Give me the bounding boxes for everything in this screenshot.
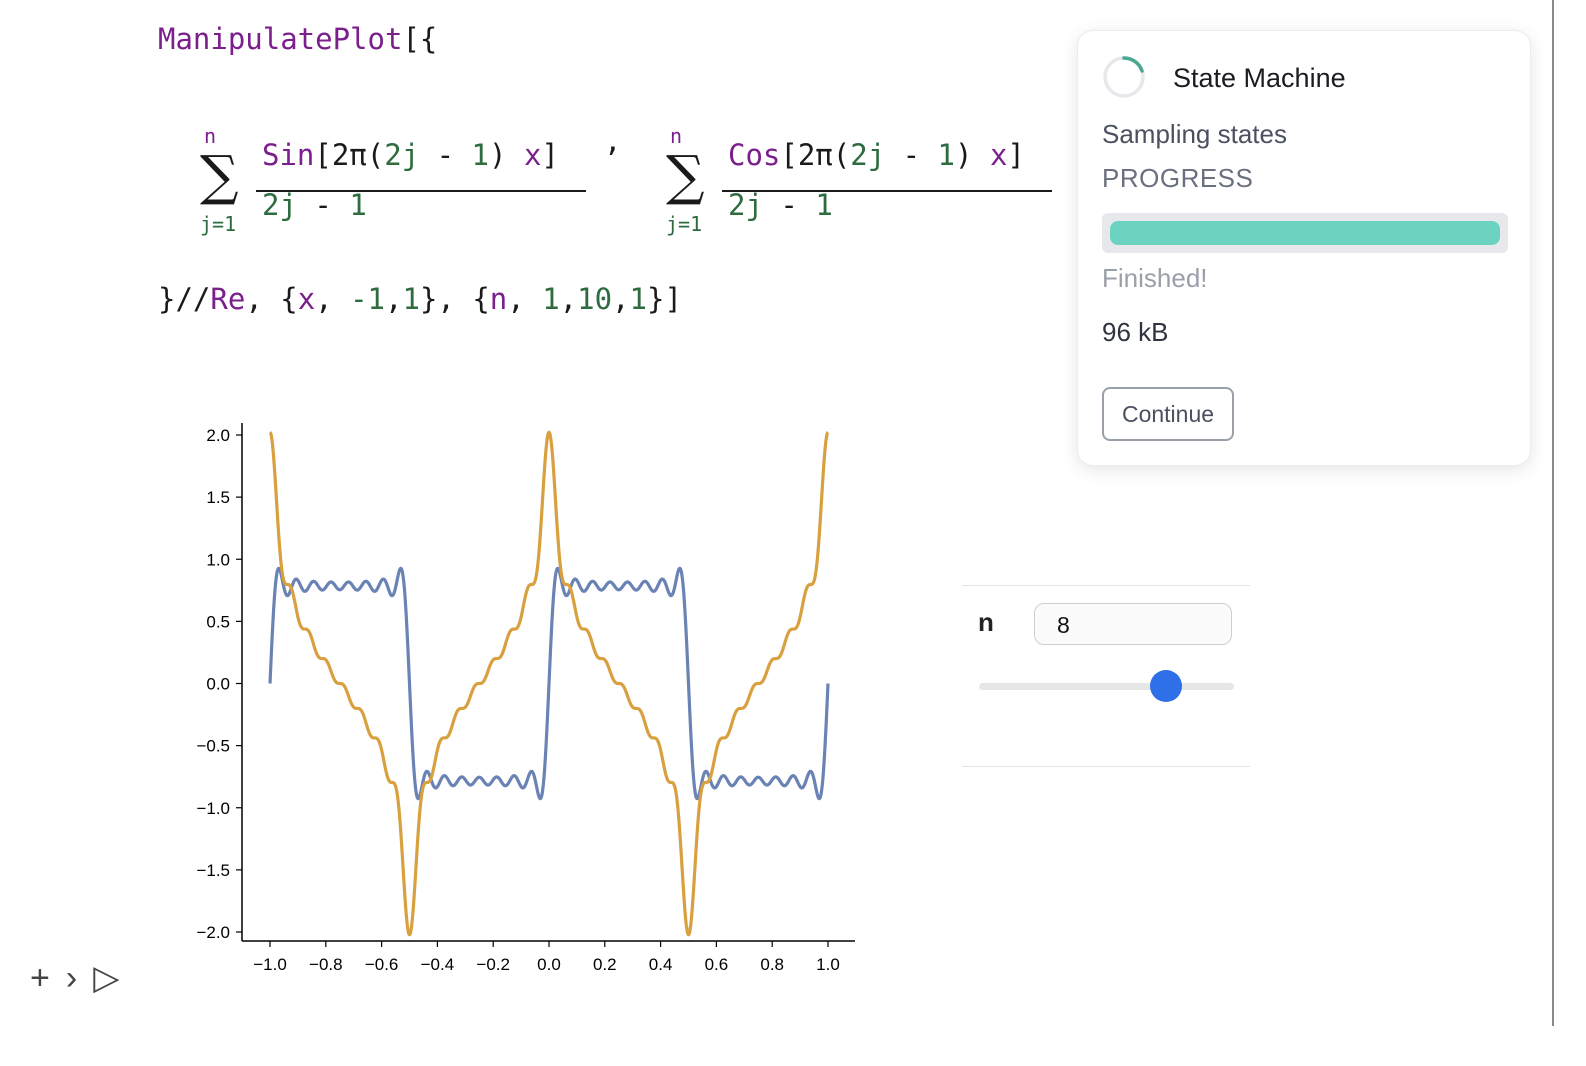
add-cell-icon[interactable]: + bbox=[30, 958, 50, 997]
state-machine-popup: State Machine Sampling states PROGRESS F… bbox=[1077, 30, 1531, 466]
sum-upper-limit: n bbox=[204, 124, 217, 148]
y-tick-label: 0.0 bbox=[206, 675, 230, 694]
fraction-numerator: Sin[2π(2j - 1) x] bbox=[262, 138, 559, 172]
code-line-1[interactable]: ManipulatePlot[{ bbox=[158, 22, 437, 56]
list-separator: , bbox=[604, 124, 622, 158]
popup-subtitle: Sampling states bbox=[1102, 119, 1287, 149]
x-tick-label: 0.8 bbox=[760, 955, 784, 974]
x-tick-label: 0.0 bbox=[537, 955, 561, 974]
data-size: 96 kB bbox=[1102, 317, 1169, 347]
x-tick-label: −0.8 bbox=[309, 955, 343, 974]
sum-upper-limit: n bbox=[670, 124, 683, 148]
x-tick-label: −0.2 bbox=[476, 955, 510, 974]
divider bbox=[962, 585, 1250, 586]
popup-title: State Machine bbox=[1173, 63, 1346, 93]
parameter-input[interactable]: 8 bbox=[1034, 603, 1232, 645]
manipulator-panel: n 8 bbox=[962, 555, 1250, 799]
y-tick-label: 0.5 bbox=[206, 612, 230, 631]
status-label: PROGRESS bbox=[1102, 163, 1254, 193]
run-icon[interactable]: ▷ bbox=[93, 959, 120, 997]
parameter-label: n bbox=[978, 607, 994, 637]
sine-series-line bbox=[268, 566, 830, 801]
x-tick-label: −1.0 bbox=[253, 955, 287, 974]
sigma-icon: ∑ bbox=[666, 144, 705, 207]
y-tick-label: −1.5 bbox=[196, 861, 230, 880]
fraction-denominator: 2j - 1 bbox=[262, 188, 367, 222]
code-line-3[interactable]: }//Re, {x, -1,1}, {n, 1,10,1}] bbox=[158, 282, 682, 316]
fourier-plot: 2.0 1.5 1.0 0.5 0.0 −0.5 −1.0 −1.5 −2.0 −1.0 −0.8 −… bbox=[196, 423, 855, 974]
fraction-denominator: 2j - 1 bbox=[728, 188, 833, 222]
slider-track[interactable] bbox=[979, 683, 1234, 690]
x-tick-label: −0.6 bbox=[365, 955, 399, 974]
sigma-icon: ∑ bbox=[200, 144, 239, 207]
y-tick-label: −2.0 bbox=[196, 923, 230, 942]
fraction-bar bbox=[722, 190, 1052, 192]
y-tick-label: 1.5 bbox=[206, 488, 230, 507]
divider bbox=[962, 766, 1250, 767]
function-name: ManipulatePlot bbox=[158, 22, 403, 56]
chevron-right-icon[interactable]: › bbox=[65, 958, 78, 997]
x-tick-label: 0.2 bbox=[593, 955, 617, 974]
x-tick-label: 1.0 bbox=[816, 955, 840, 974]
progress-bar bbox=[1102, 213, 1508, 253]
fraction-bar bbox=[256, 190, 586, 192]
cell-controls: + › ▷ bbox=[30, 958, 119, 998]
y-tick-label: 1.0 bbox=[206, 550, 230, 569]
x-tick-label: 0.4 bbox=[649, 955, 673, 974]
status-message: Finished! bbox=[1102, 263, 1208, 293]
slider-thumb[interactable] bbox=[1150, 670, 1182, 702]
scrollbar[interactable] bbox=[1552, 0, 1554, 1026]
continue-button[interactable]: Continue bbox=[1102, 387, 1234, 441]
y-tick-label: −0.5 bbox=[196, 737, 230, 756]
sum-lower-limit: j=1 bbox=[200, 212, 237, 236]
cosine-series-line bbox=[268, 430, 830, 937]
sum-lower-limit: j=1 bbox=[666, 212, 703, 236]
y-tick-label: −1.0 bbox=[196, 799, 230, 818]
progress-fill bbox=[1110, 221, 1500, 245]
x-tick-label: −0.4 bbox=[421, 955, 455, 974]
bracket-open: [{ bbox=[402, 22, 438, 56]
spinner-icon bbox=[1103, 56, 1145, 98]
x-tick-label: 0.6 bbox=[705, 955, 729, 974]
fraction-numerator: Cos[2π(2j - 1) x] bbox=[728, 138, 1025, 172]
y-tick-label: 2.0 bbox=[206, 426, 230, 445]
